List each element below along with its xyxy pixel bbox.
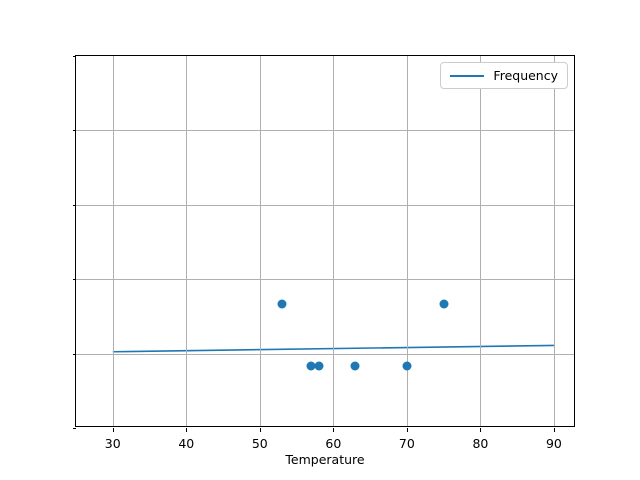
x-tick-label: 30 (104, 436, 121, 451)
x-tick-mark (333, 428, 335, 432)
scatter-point (277, 299, 287, 309)
x-tick-mark (112, 428, 114, 432)
y-tick-mark (72, 353, 76, 355)
legend-label-frequency: Frequency (493, 68, 558, 83)
y-tick-mark (72, 56, 76, 57)
x-gridline (406, 56, 408, 426)
x-tick-mark (186, 428, 188, 432)
x-gridline (259, 56, 261, 426)
x-gridline (112, 56, 114, 426)
x-gridline (553, 56, 555, 426)
x-tick-label: 80 (472, 436, 489, 451)
scatter-point (350, 361, 360, 371)
x-tick-mark (406, 428, 408, 432)
scatter-point (439, 299, 449, 309)
x-axis-label: Temperature (285, 452, 365, 467)
x-gridline (333, 56, 335, 426)
x-tick-label: 40 (178, 436, 195, 451)
x-tick-label: 50 (251, 436, 268, 451)
scatter-point (306, 361, 316, 371)
y-tick-mark (72, 204, 76, 206)
y-tick-mark (72, 279, 76, 281)
y-gridline (76, 279, 574, 281)
x-tick-mark (480, 428, 482, 432)
x-tick-label: 90 (545, 436, 562, 451)
y-gridline (76, 204, 574, 206)
chart-legend[interactable]: Frequency (440, 62, 568, 89)
x-tick-mark (259, 428, 261, 432)
plot-area (76, 56, 574, 426)
x-gridline (186, 56, 188, 426)
plot-axes: Frequency 304050607080900.00.20.40.60.81… (72, 55, 575, 451)
scatter-point (314, 361, 324, 371)
legend-line-swatch-frequency (450, 74, 485, 77)
y-gridline (76, 353, 574, 355)
x-tick-label: 60 (325, 436, 342, 451)
x-tick-label: 70 (398, 436, 415, 451)
y-tick-mark (72, 428, 76, 429)
y-gridline (76, 130, 574, 132)
x-tick-mark (553, 428, 555, 432)
frequency-trend-line (112, 344, 554, 353)
x-gridline (480, 56, 482, 426)
y-tick-mark (72, 130, 76, 132)
scatter-point (402, 361, 412, 371)
